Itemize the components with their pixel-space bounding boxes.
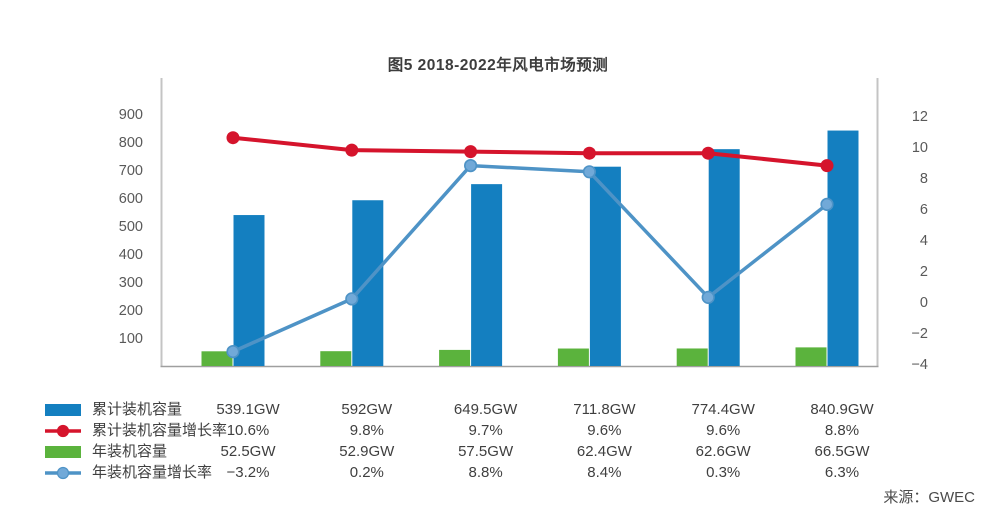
- legend-label: 累计装机容量增长率: [92, 422, 228, 439]
- table-value: 57.5GW: [458, 443, 514, 460]
- legend-item: 累计装机容量增长率: [44, 420, 227, 441]
- bar-年装机容量: [439, 349, 471, 366]
- table-value: 52.5GW: [220, 443, 276, 460]
- combo-chart-plot: 900 800 700 600 500 400 300 200 100 12 10 8 6 4 2 0 −2 −4: [119, 78, 928, 373]
- bar-年装机容量: [201, 351, 233, 366]
- right-axis-tick-label: 6: [920, 202, 928, 218]
- marker-年装机容量增长率: [345, 292, 359, 306]
- table-value: 9.7%: [468, 422, 503, 439]
- table-value: 66.5GW: [814, 443, 870, 460]
- right-axis-tick-label: 12: [912, 109, 928, 125]
- table-row: 年装机容量 52.5GW 52.9GW 57.5GW 62.4GW 62.6GW 66.5G…: [0, 441, 996, 462]
- table-value: 711.8GW: [573, 401, 636, 418]
- right-axis-tick-label: −4: [911, 357, 928, 373]
- right-axis-tick-label: 10: [912, 140, 928, 156]
- right-axis-tick-label: −2: [911, 326, 928, 342]
- table-value: 52.9GW: [339, 443, 395, 460]
- legend-data-table: 累计装机容量 539.1GW 592GW 649.5GW 711.8GW 774.4GW 8…: [0, 399, 996, 491]
- marker-年装机容量增长率: [820, 197, 834, 211]
- right-axis-tick-label: 8: [920, 171, 928, 187]
- table-value: −3.2%: [226, 464, 270, 481]
- left-axis-tick-label: 100: [119, 331, 143, 347]
- legend-line-marker-icon: [45, 466, 81, 479]
- bar-累计装机容量: [708, 149, 740, 366]
- left-axis-tick-label: 300: [119, 275, 143, 291]
- table-value: 840.9GW: [810, 401, 874, 418]
- marker-年装机容量增长率: [701, 290, 715, 304]
- left-axis-tick-label: 400: [119, 247, 143, 263]
- marker-年装机容量增长率: [226, 345, 240, 359]
- marker-累计装机容量增长率: [701, 146, 715, 160]
- left-axis-tick-label: 500: [119, 219, 143, 235]
- marker-累计装机容量增长率: [582, 146, 596, 160]
- line-年装机容量增长率: [232, 163, 829, 354]
- table-value: 8.8%: [468, 464, 503, 481]
- legend-item: 累计装机容量: [44, 399, 182, 420]
- legend-item: 年装机容量增长率: [44, 462, 212, 483]
- bar-累计装机容量: [471, 184, 503, 366]
- bar-累计装机容量: [827, 130, 859, 366]
- marker-累计装机容量增长率: [820, 159, 834, 173]
- table-value: 0.3%: [706, 464, 741, 481]
- table-value: 539.1GW: [216, 401, 280, 418]
- table-value: 592GW: [341, 401, 393, 418]
- bar-年装机容量: [557, 348, 589, 366]
- marker-累计装机容量增长率: [464, 145, 478, 159]
- table-row: 年装机容量增长率 −3.2% 0.2% 8.8% 8.4% 0.3% 6.3%: [0, 462, 996, 483]
- table-row: 累计装机容量增长率 10.6% 9.8% 9.7% 9.6% 9.6% 8.8%: [0, 420, 996, 441]
- legend-bar-swatch-icon: [45, 445, 81, 458]
- table-value: 62.6GW: [695, 443, 751, 460]
- source-note: 来源：GWEC: [883, 489, 975, 506]
- left-axis-tick-label: 900: [119, 107, 143, 123]
- table-value: 8.4%: [587, 464, 622, 481]
- table-value: 9.6%: [587, 422, 622, 439]
- bar-年装机容量: [795, 347, 827, 366]
- table-value: 10.6%: [226, 422, 270, 439]
- left-axis-tick-label: 800: [119, 135, 143, 151]
- line-累计装机容量增长率: [232, 135, 828, 168]
- marker-累计装机容量增长率: [226, 131, 240, 145]
- table-value: 62.4GW: [576, 443, 632, 460]
- left-axis-tick-label: 700: [119, 163, 143, 179]
- legend-label: 年装机容量增长率: [92, 464, 213, 481]
- right-axis-tick-label: 0: [920, 295, 928, 311]
- legend-line-marker-icon: [45, 424, 81, 437]
- legend-item: 年装机容量: [44, 441, 167, 462]
- right-axis-tick-label: 2: [920, 264, 928, 280]
- right-axis-tick-label: 4: [920, 233, 928, 249]
- marker-累计装机容量增长率: [345, 143, 359, 157]
- bar-年装机容量: [320, 351, 352, 366]
- marker-年装机容量增长率: [464, 159, 478, 173]
- bar-年装机容量: [676, 348, 708, 366]
- legend-label: 年装机容量: [92, 443, 168, 460]
- table-value: 774.4GW: [691, 401, 755, 418]
- bar-累计装机容量: [589, 166, 621, 366]
- left-axis-tick-label: 200: [119, 303, 143, 319]
- table-value: 9.6%: [706, 422, 741, 439]
- table-row: 累计装机容量 539.1GW 592GW 649.5GW 711.8GW 774.4GW 8…: [0, 399, 996, 420]
- left-axis-tick-label: 600: [119, 191, 143, 207]
- marker-年装机容量增长率: [582, 165, 597, 179]
- table-value: 6.3%: [824, 464, 860, 481]
- table-value: 649.5GW: [453, 401, 518, 418]
- table-value: 0.2%: [349, 464, 384, 481]
- legend-bar-swatch-icon: [45, 403, 81, 416]
- legend-label: 累计装机容量: [92, 401, 183, 418]
- table-value: 9.8%: [349, 422, 384, 439]
- chart-title: 图5 2018-2022年风电市场预测: [387, 57, 609, 74]
- table-value: 8.8%: [824, 422, 860, 439]
